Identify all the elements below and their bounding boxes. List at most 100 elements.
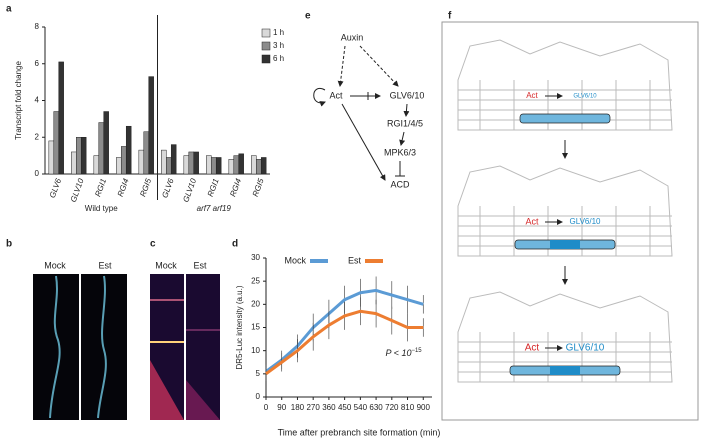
image-label: Mock xyxy=(155,260,177,270)
y-tick-label: 25 xyxy=(251,276,260,285)
y-tick-label: 15 xyxy=(251,323,260,332)
x-tick-label: 270 xyxy=(306,403,320,412)
x-tick-label: 720 xyxy=(385,403,399,412)
bar xyxy=(76,137,82,175)
gene-label: GLV6/10 xyxy=(566,343,605,354)
y-tick-label: 0 xyxy=(256,392,261,401)
primordium-core xyxy=(550,240,580,249)
bar xyxy=(238,153,244,175)
bar xyxy=(215,157,222,175)
image-label: Mock xyxy=(44,260,66,270)
bar xyxy=(161,149,167,175)
legend-swatch xyxy=(261,28,271,38)
x-tick-label: RGI4 xyxy=(116,177,131,198)
bar xyxy=(251,155,257,175)
root-schematic: Act GLV6/10 Act GLV6/10 Act GLV6/10 xyxy=(457,39,673,383)
kymograph xyxy=(150,274,220,420)
series-line xyxy=(265,288,424,373)
bar xyxy=(138,149,145,175)
panel-frame xyxy=(441,21,699,421)
y-tick-label: 8 xyxy=(35,22,40,31)
bar xyxy=(193,151,199,175)
y-axis-label: DR5-Luc intensity (a.u.) xyxy=(235,285,244,369)
x-tick-label: RGI5 xyxy=(251,177,266,198)
micrograph xyxy=(33,274,127,420)
x-tick-label: 900 xyxy=(417,403,431,412)
gene-label: Act xyxy=(525,343,540,354)
series-line xyxy=(265,309,424,376)
annotation-text: P < 10 xyxy=(386,348,412,358)
bar xyxy=(125,125,132,175)
annotation: P < 10−15 xyxy=(386,347,423,358)
bar xyxy=(121,146,127,175)
node: GLV6/10 xyxy=(390,90,425,100)
group-label: Wild type xyxy=(85,204,118,213)
x-tick-label: 90 xyxy=(277,403,286,412)
x-tick-label: 450 xyxy=(338,403,352,412)
y-tick-label: 2 xyxy=(35,132,40,141)
y-tick-label: 6 xyxy=(35,59,40,68)
bar xyxy=(211,157,217,175)
bar xyxy=(188,151,194,175)
legend-swatch xyxy=(261,54,271,64)
panel-label: c xyxy=(150,239,156,250)
cell-outline xyxy=(457,39,673,131)
x-tick-label: 630 xyxy=(369,403,383,412)
bar xyxy=(148,76,154,175)
gene-label: GLV6/10 xyxy=(573,94,597,100)
bar xyxy=(260,157,267,175)
legend-label: 6 h xyxy=(273,54,284,63)
primordium-core xyxy=(550,366,580,375)
image-label: Est xyxy=(193,260,207,270)
bar xyxy=(143,131,149,175)
y-tick-label: 20 xyxy=(251,299,260,308)
x-tick-label: 810 xyxy=(401,403,415,412)
panel-label: d xyxy=(232,239,238,250)
cell-outline xyxy=(457,165,673,257)
panel-label: a xyxy=(6,4,12,15)
panel-label: e xyxy=(305,11,311,22)
legend-swatch xyxy=(261,41,271,51)
node: MPK6/3 xyxy=(384,147,416,157)
bar xyxy=(58,61,64,175)
cell-outline xyxy=(457,291,673,383)
x-tick-label: GLV6 xyxy=(160,177,175,199)
legend-label: 1 h xyxy=(273,28,284,37)
y-tick-label: 0 xyxy=(35,169,40,178)
bar xyxy=(170,144,177,175)
bar xyxy=(206,155,212,175)
legend-label: Est xyxy=(348,255,362,265)
bar xyxy=(233,155,239,175)
bar xyxy=(93,155,100,175)
image-label: Est xyxy=(98,260,112,270)
x-tick-label: 180 xyxy=(291,403,305,412)
node: Act xyxy=(329,90,343,100)
node: ACD xyxy=(390,179,410,189)
y-tick-label: 4 xyxy=(35,96,40,105)
legend-label: Mock xyxy=(284,255,306,265)
x-tick-label: GLV10 xyxy=(69,177,86,204)
x-tick-label: GLV10 xyxy=(181,177,198,204)
x-axis-label: Time after prebranch site formation (min… xyxy=(278,427,441,437)
gene-label: Act xyxy=(526,91,538,100)
x-tick-label: GLV6 xyxy=(48,177,63,199)
gene-label: GLV6/10 xyxy=(570,217,602,226)
annotation-exponent: −15 xyxy=(411,347,422,353)
y-tick-label: 10 xyxy=(251,346,260,355)
edges xyxy=(313,45,410,181)
x-tick-label: 540 xyxy=(354,403,368,412)
bar xyxy=(103,111,109,175)
bar xyxy=(71,151,77,175)
bar xyxy=(256,159,262,175)
x-tick-label: RGI5 xyxy=(138,177,153,198)
node: Auxin xyxy=(341,32,364,42)
y-axis-label: Transcript fold change xyxy=(14,61,23,140)
node: RGI1/4/5 xyxy=(387,118,423,128)
bar xyxy=(53,111,59,175)
x-tick-label: RGI1 xyxy=(93,177,108,198)
primordium xyxy=(519,113,611,124)
panel-label: b xyxy=(6,239,12,250)
y-tick-label: 30 xyxy=(251,253,260,262)
bar xyxy=(98,122,104,175)
y-tick-label: 5 xyxy=(256,369,261,378)
